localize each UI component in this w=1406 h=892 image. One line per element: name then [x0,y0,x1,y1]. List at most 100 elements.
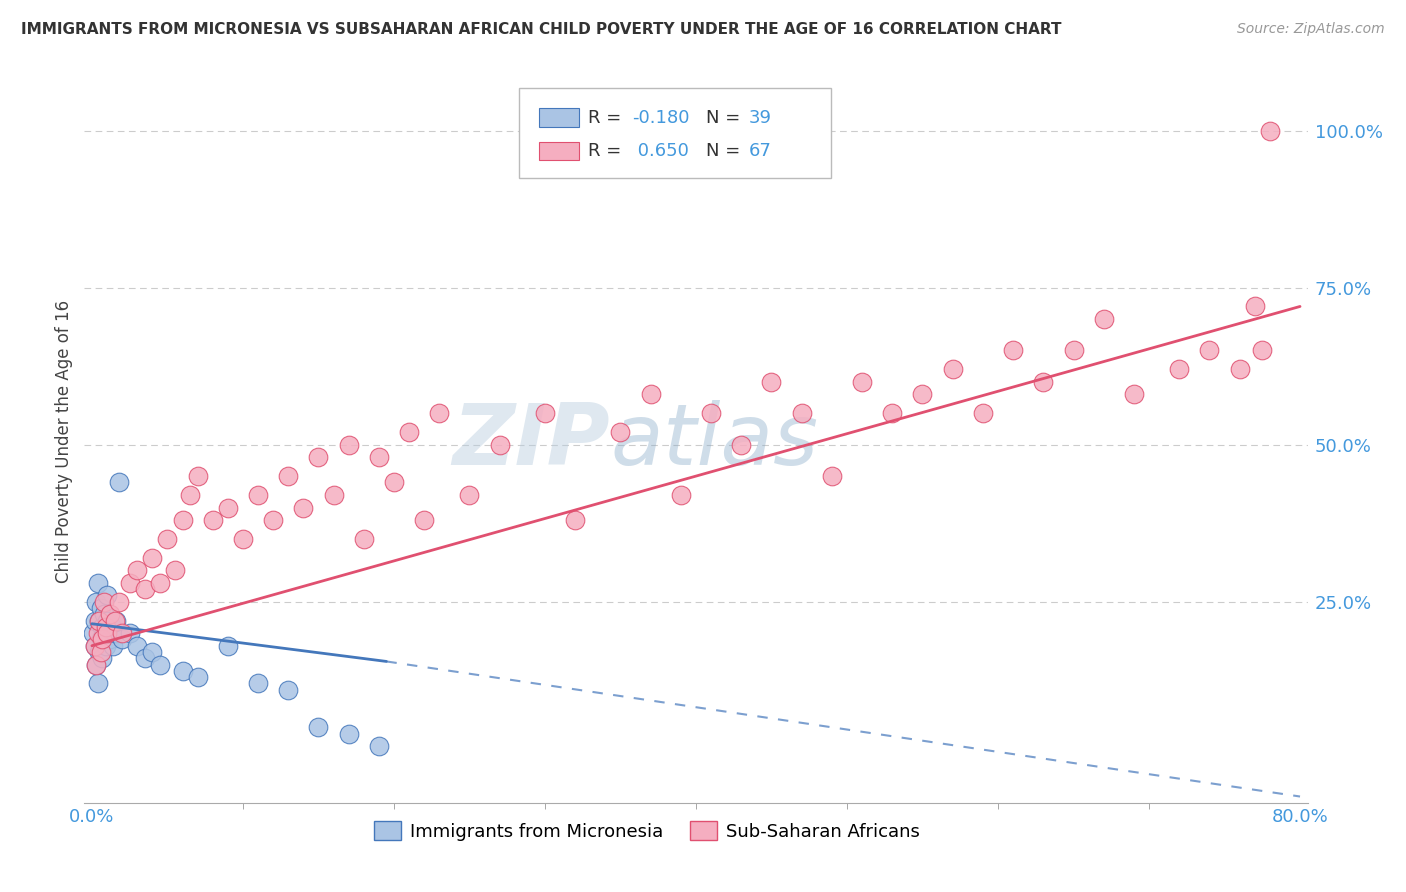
Point [87,575,110,590]
Point [127,563,149,577]
Point [1063,343,1085,358]
Point [98,632,121,647]
Point [1198,343,1220,358]
Point [1002,343,1025,358]
Point [134,582,156,597]
Point [96,589,118,603]
Point [1258,123,1281,137]
Text: IMMIGRANTS FROM MICRONESIA VS SUBSAHARAN AFRICAN CHILD POVERTY UNDER THE AGE OF : IMMIGRANTS FROM MICRONESIA VS SUBSAHARAN… [21,22,1062,37]
Point [247,676,270,690]
Point [761,375,783,389]
Point [1032,375,1054,389]
Point [84,639,107,653]
Point [413,513,436,527]
Point [93,626,115,640]
Point [367,739,389,754]
Point [972,406,994,420]
Point [942,362,965,376]
Text: R =: R = [588,142,627,160]
Point [337,438,360,452]
Point [790,406,813,420]
Point [118,575,141,590]
FancyBboxPatch shape [540,142,578,161]
Point [91,620,114,634]
Text: N =: N = [706,142,745,160]
Point [1243,300,1265,314]
Point [141,645,163,659]
Point [94,639,117,653]
Point [232,532,254,546]
Text: N =: N = [706,109,745,127]
Point [141,550,163,565]
Point [217,639,239,653]
Point [163,563,186,577]
Point [458,488,481,502]
Point [277,469,299,483]
Legend: Immigrants from Micronesia, Sub-Saharan Africans: Immigrants from Micronesia, Sub-Saharan … [367,814,928,848]
Point [1168,362,1191,376]
Point [337,727,360,741]
Point [86,595,108,609]
Point [97,626,120,640]
Point [700,406,723,420]
Point [91,651,114,665]
Point [1092,312,1115,326]
FancyBboxPatch shape [519,87,831,178]
Point [172,513,194,527]
Point [179,488,201,502]
Point [156,532,179,546]
Point [105,614,128,628]
Y-axis label: Child Poverty Under the Age of 16: Child Poverty Under the Age of 16 [55,300,73,583]
Point [353,532,375,546]
Text: atlas: atlas [610,400,818,483]
Text: Source: ZipAtlas.com: Source: ZipAtlas.com [1237,22,1385,37]
Point [90,632,112,647]
Point [187,670,209,684]
Point [94,620,117,634]
Point [1122,387,1144,401]
Point [187,469,209,483]
Point [488,438,510,452]
Point [84,639,107,653]
Point [108,475,131,490]
Point [669,488,692,502]
Point [101,639,124,653]
Point [398,425,420,439]
Point [149,575,172,590]
Point [127,639,149,653]
Point [534,406,557,420]
Point [382,475,405,490]
FancyBboxPatch shape [540,109,578,128]
Point [96,626,118,640]
Point [96,614,118,628]
Text: 39: 39 [748,109,772,127]
Point [277,682,299,697]
Point [86,657,108,672]
Text: 0.650: 0.650 [633,142,689,160]
Text: 67: 67 [748,142,772,160]
Point [292,500,315,515]
Point [1251,343,1274,358]
Point [103,614,125,628]
Point [367,450,389,465]
Point [111,626,134,640]
Point [307,450,329,465]
Point [111,632,134,647]
Point [247,488,270,502]
Point [609,425,631,439]
Point [87,626,110,640]
Point [89,645,111,659]
Point [103,626,125,640]
Point [322,488,344,502]
Point [564,513,586,527]
Point [93,607,115,622]
Point [307,720,329,734]
Point [86,657,108,672]
Text: ZIP: ZIP [453,400,610,483]
Point [100,620,122,634]
Point [98,607,121,622]
Point [89,614,111,628]
Point [90,645,112,659]
Text: R =: R = [588,109,627,127]
Point [821,469,844,483]
